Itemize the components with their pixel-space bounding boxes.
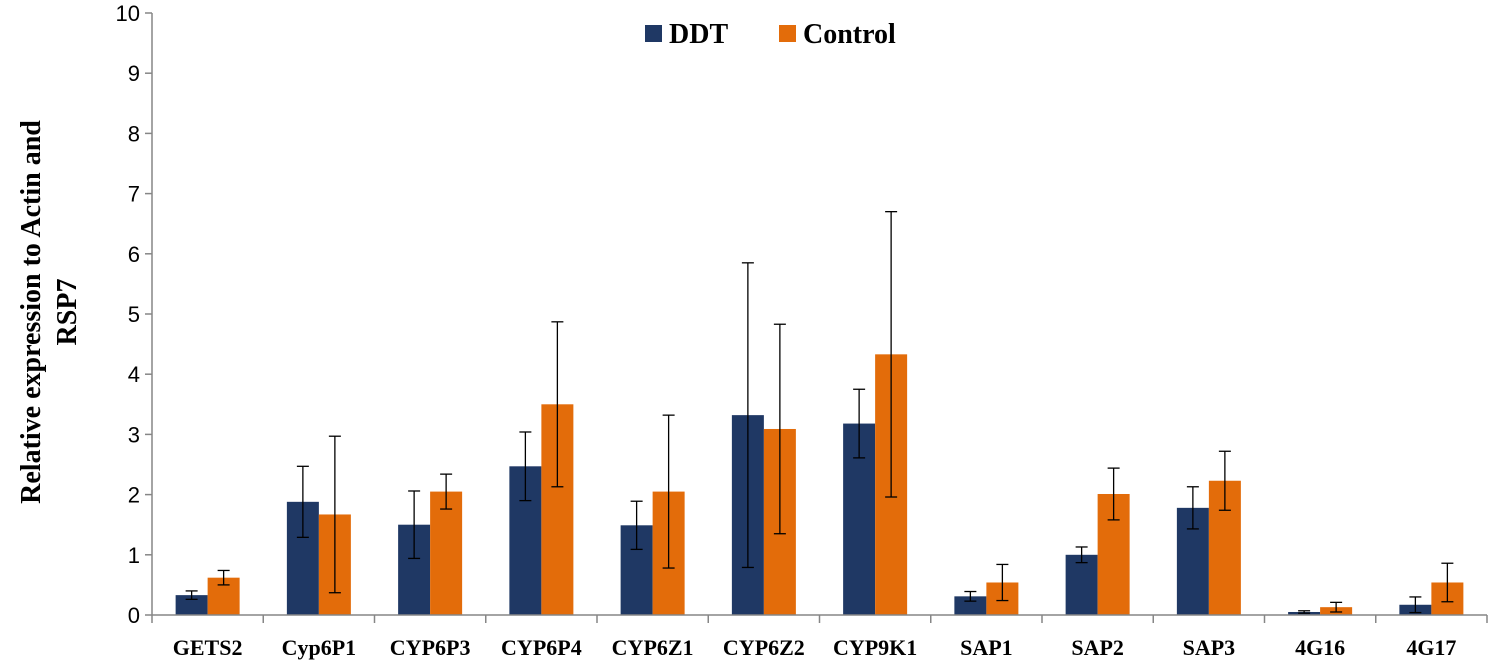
y-tick-label: 4 xyxy=(128,362,140,387)
y-axis-ticks: 0 1 2 3 4 5 6 7 8 9 10 xyxy=(116,1,152,628)
y-axis-title-line-2: RSP7 xyxy=(52,279,83,346)
x-tick-label: CYP6P4 xyxy=(501,635,582,660)
error-bars xyxy=(185,211,1454,614)
y-tick-label: 10 xyxy=(116,1,140,26)
y-axis-title-line-1: Relative expression to Actin and xyxy=(16,120,47,504)
x-tick-label: SAP3 xyxy=(1183,635,1236,660)
legend-label-control: Control xyxy=(803,19,896,50)
legend-label-ddt: DDT xyxy=(669,19,728,50)
x-tick-label: 4G16 xyxy=(1295,635,1345,660)
y-tick-label: 5 xyxy=(128,302,140,327)
y-tick-label: 6 xyxy=(128,242,140,267)
bar-ddt-sap2 xyxy=(1065,554,1098,615)
y-tick-label: 0 xyxy=(128,603,140,628)
x-tick-label: GETS2 xyxy=(173,635,243,660)
x-tick-label: CYP6Z2 xyxy=(723,635,805,660)
y-tick-label: 2 xyxy=(128,483,140,508)
x-tick-label: Cyp6P1 xyxy=(282,635,357,660)
axes xyxy=(151,13,1488,623)
x-tick-label: SAP1 xyxy=(960,635,1013,660)
x-tick-label: CYP6Z1 xyxy=(612,635,694,660)
legend: DDT Control xyxy=(645,19,896,50)
y-tick-label: 1 xyxy=(128,543,140,568)
x-tick-label: SAP2 xyxy=(1071,635,1124,660)
bar-ddt-sap1 xyxy=(954,596,987,615)
y-tick-label: 9 xyxy=(128,61,140,86)
x-tick-label: 4G17 xyxy=(1406,635,1456,660)
bar-control-cyp6p3 xyxy=(430,491,463,615)
y-axis-title: Relative expression to Actin and RSP7 xyxy=(16,120,83,504)
x-tick-labels: GETS2 Cyp6P1 CYP6P3 CYP6P4 CYP6Z1 CYP6Z2 CYP9K… xyxy=(173,635,1457,660)
y-tick-label: 7 xyxy=(128,182,140,207)
legend-swatch-ddt xyxy=(645,25,662,42)
bar-ddt-gets2 xyxy=(175,595,208,615)
legend-swatch-control xyxy=(779,25,796,42)
y-tick-label: 3 xyxy=(128,422,140,447)
x-tick-label: CYP9K1 xyxy=(833,635,917,660)
x-tick-label: CYP6P3 xyxy=(390,635,471,660)
bars xyxy=(175,354,1464,615)
y-tick-label: 8 xyxy=(128,121,140,146)
